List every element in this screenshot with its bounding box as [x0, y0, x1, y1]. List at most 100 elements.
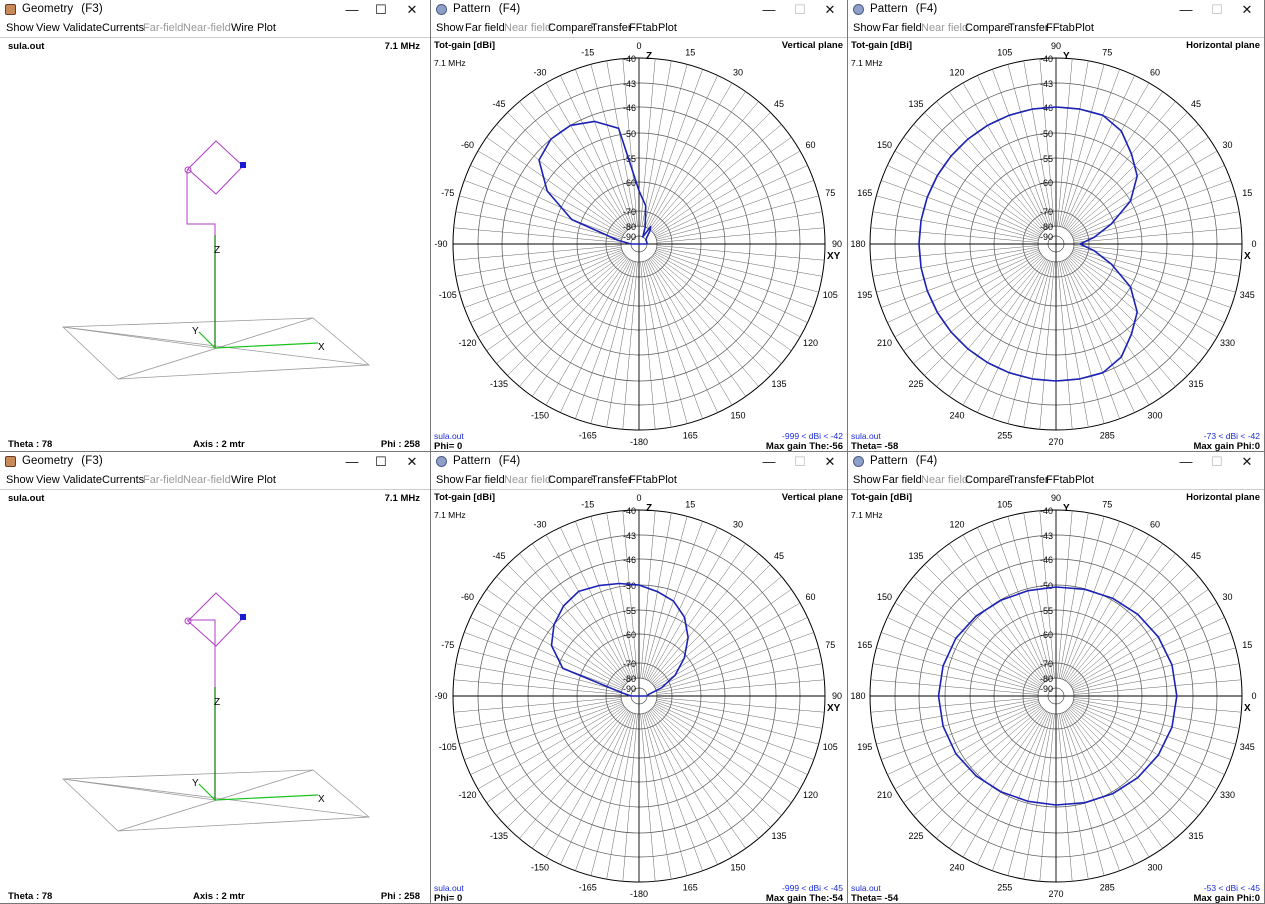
- angle-spoke: [575, 712, 634, 871]
- menu-far-field[interactable]: Far field: [465, 474, 505, 486]
- menu-fftab[interactable]: FFtab: [1046, 22, 1075, 34]
- menu-near-field[interactable]: Near field: [504, 474, 552, 486]
- close-icon[interactable]: ✕: [1241, 454, 1253, 469]
- menu-wire[interactable]: Wire: [231, 474, 254, 486]
- menu-near-field[interactable]: Near-field: [183, 22, 231, 34]
- close-icon[interactable]: ✕: [824, 454, 836, 469]
- angle-spoke: [656, 679, 825, 695]
- menu-plot[interactable]: Plot: [658, 474, 677, 486]
- title-bar[interactable]: Pattern (F4) — ☐ ✕: [431, 0, 847, 20]
- menu-near-field[interactable]: Near field: [921, 474, 969, 486]
- menu-show[interactable]: Show: [6, 22, 34, 34]
- file-name: sula.out: [851, 431, 881, 441]
- menu-view[interactable]: View: [36, 474, 60, 486]
- menu-show[interactable]: Show: [853, 22, 881, 34]
- angle-tick-label: 45: [774, 551, 784, 561]
- angle-spoke: [1061, 521, 1120, 680]
- menu-compare[interactable]: Compare: [548, 22, 594, 34]
- menu-compare[interactable]: Compare: [965, 474, 1011, 486]
- cut-angle: Theta= -58: [851, 441, 899, 452]
- close-icon[interactable]: ✕: [406, 454, 418, 469]
- menu-show[interactable]: Show: [853, 474, 881, 486]
- title-bar[interactable]: Pattern (F4) — ☐ ✕: [848, 452, 1264, 472]
- geometry-view[interactable]: sula.out 7.1 MHz Z Y X Theta : 78: [0, 37, 430, 451]
- minimize-icon[interactable]: —: [345, 2, 359, 17]
- maximize-icon[interactable]: ☐: [375, 2, 387, 17]
- angle-spoke: [453, 245, 622, 261]
- minimize-icon[interactable]: —: [345, 454, 359, 469]
- close-icon[interactable]: ✕: [824, 2, 836, 17]
- gain-ring-label: -90: [623, 232, 636, 242]
- menu-near-field[interactable]: Near field: [504, 22, 552, 34]
- menu-fftab[interactable]: FFtab: [629, 22, 658, 34]
- pattern-plot-area[interactable]: Tot-gain [dBi] Vertical plane 7.1 MHz sula.…: [431, 37, 847, 451]
- menu-plot[interactable]: Plot: [658, 22, 677, 34]
- minimize-icon[interactable]: —: [1179, 454, 1193, 469]
- angle-spoke: [1063, 260, 1135, 413]
- geometry-view[interactable]: sula.out 7.1 MHz Z Y X Theta : 78 Axis :…: [0, 489, 430, 903]
- angle-spoke: [977, 260, 1049, 413]
- angle-tick-label: 150: [877, 140, 892, 150]
- file-name: sula.out: [8, 41, 45, 52]
- menu-transfer[interactable]: Transfer: [1008, 474, 1049, 486]
- max-gain: Max gain Phi:0: [1193, 441, 1260, 452]
- menu-fftab[interactable]: FFtab: [629, 474, 658, 486]
- menu-plot[interactable]: Plot: [257, 22, 276, 34]
- angle-spoke: [647, 259, 733, 406]
- menu-validate[interactable]: Validate: [63, 22, 102, 34]
- menu-show[interactable]: Show: [436, 474, 464, 486]
- gain-curve: [550, 582, 689, 697]
- y-axis: [198, 783, 216, 801]
- close-icon[interactable]: ✕: [406, 2, 418, 17]
- menu-validate[interactable]: Validate: [63, 474, 102, 486]
- title-bar[interactable]: Geometry (F3) — ☐ ✕: [0, 452, 430, 472]
- menu-show[interactable]: Show: [436, 22, 464, 34]
- angle-spoke: [870, 227, 1039, 243]
- minimize-icon[interactable]: —: [762, 2, 776, 17]
- close-icon[interactable]: ✕: [1241, 2, 1253, 17]
- menu-near-field[interactable]: Near-field: [183, 474, 231, 486]
- angle-spoke: [622, 58, 638, 227]
- angle-spoke: [1063, 712, 1135, 865]
- angle-tick-label: -165: [579, 882, 597, 892]
- menu-plot[interactable]: Plot: [257, 474, 276, 486]
- minimize-icon[interactable]: —: [1179, 2, 1193, 17]
- menu-wire[interactable]: Wire: [231, 22, 254, 34]
- maximize-icon[interactable]: ☐: [375, 454, 387, 469]
- angle-spoke: [656, 698, 823, 729]
- angle-tick-label: -45: [492, 99, 505, 109]
- menu-transfer[interactable]: Transfer: [591, 474, 632, 486]
- title-bar[interactable]: Pattern (F4) — ☐ ✕: [431, 452, 847, 472]
- menu-transfer[interactable]: Transfer: [1008, 22, 1049, 34]
- menu-show[interactable]: Show: [6, 474, 34, 486]
- menu-near-field[interactable]: Near field: [921, 22, 969, 34]
- menu-transfer[interactable]: Transfer: [591, 22, 632, 34]
- pattern-plot-area[interactable]: Tot-gain [dBi] Horizontal plane 7.1 MHz sul…: [848, 489, 1264, 903]
- title-bar[interactable]: Pattern (F4) — ☐ ✕: [848, 0, 1264, 20]
- menu-far-field[interactable]: Far field: [882, 474, 922, 486]
- angle-spoke: [1072, 249, 1231, 308]
- minimize-icon[interactable]: —: [762, 454, 776, 469]
- polar-chart: -40-43-46-50-55-60-70-80-900153045607590…: [434, 41, 842, 447]
- menu-far-field[interactable]: Far-field: [143, 474, 184, 486]
- menu-view[interactable]: View: [36, 22, 60, 34]
- angle-spoke: [507, 112, 627, 232]
- pattern-plot-area[interactable]: Tot-gain [dBi] Vertical plane 7.1 MHz sula.…: [431, 489, 847, 903]
- menu-currents[interactable]: Currents: [102, 22, 145, 34]
- pattern-plot-area[interactable]: Tot-gain [dBi] Horizontal plane 7.1 MHz sul…: [848, 37, 1264, 451]
- menu-far-field[interactable]: Far field: [882, 22, 922, 34]
- angle-spoke: [643, 516, 688, 679]
- menu-far-field[interactable]: Far-field: [143, 22, 184, 34]
- menu-plot[interactable]: Plot: [1075, 474, 1094, 486]
- menu-currents[interactable]: Currents: [102, 474, 145, 486]
- menu-far-field[interactable]: Far field: [465, 22, 505, 34]
- gain-curve: [538, 120, 652, 245]
- angle-spoke: [992, 69, 1051, 228]
- menu-compare[interactable]: Compare: [548, 474, 594, 486]
- menu-plot[interactable]: Plot: [1075, 22, 1094, 34]
- menu-compare[interactable]: Compare: [965, 22, 1011, 34]
- menu-fftab[interactable]: FFtab: [1046, 474, 1075, 486]
- angle-tick-label: 345: [1240, 290, 1255, 300]
- frequency: 7.1 MHz: [851, 58, 883, 68]
- title-bar[interactable]: Geometry (F3) — ☐ ✕: [0, 0, 430, 20]
